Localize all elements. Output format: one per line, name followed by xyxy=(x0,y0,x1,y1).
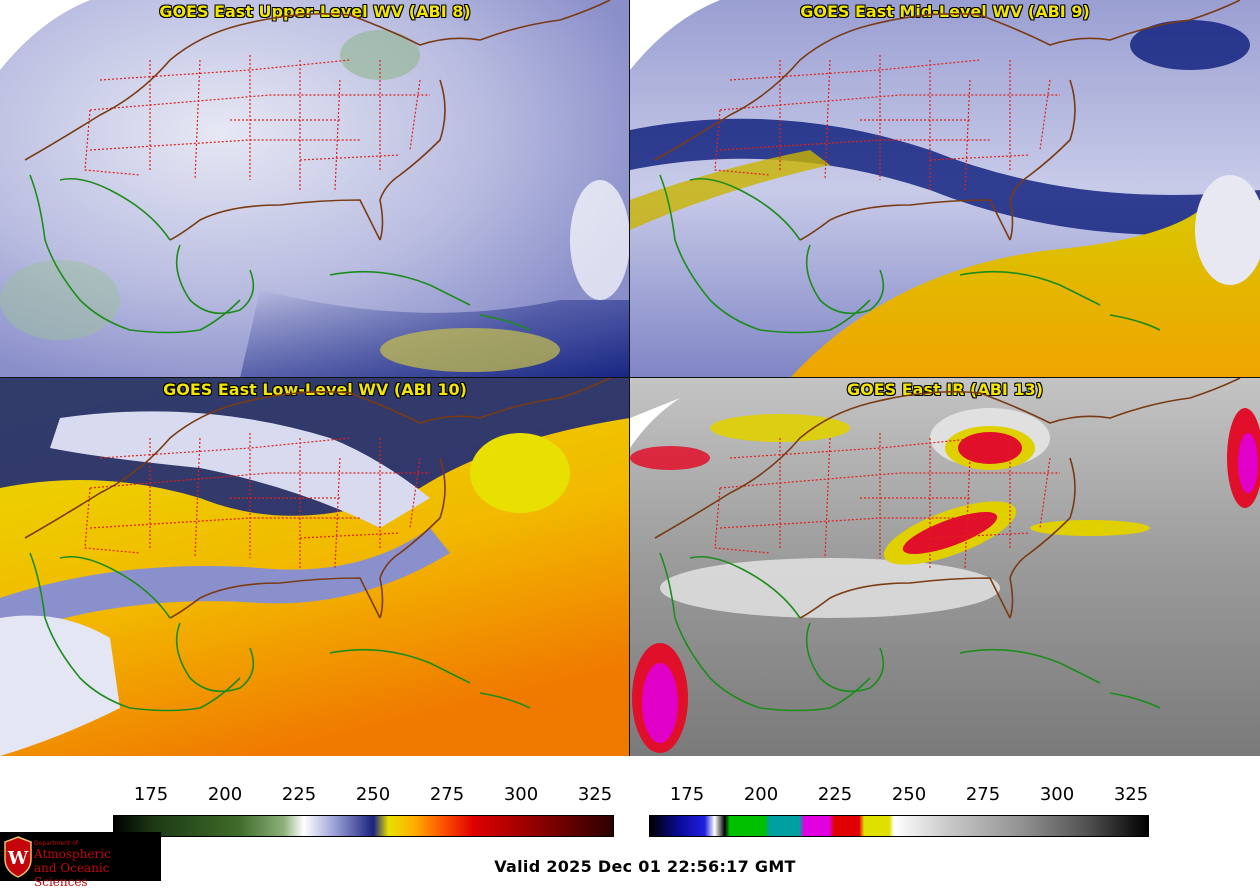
coastline-sea xyxy=(329,648,531,709)
coastline-land xyxy=(654,0,1241,161)
state-border-line xyxy=(194,437,201,559)
state-border-line xyxy=(89,517,360,529)
state-border-line xyxy=(964,79,971,191)
wv-tick-label: 325 xyxy=(577,784,613,805)
coastline-sea xyxy=(29,552,241,712)
logo-department: Department of xyxy=(34,840,78,847)
state-border-line xyxy=(409,79,421,151)
state-border-line xyxy=(409,457,421,529)
state-border-line xyxy=(824,59,831,181)
state-border-line xyxy=(719,139,990,151)
state-border-line xyxy=(1039,457,1051,529)
wv-tick-label: 200 xyxy=(207,784,243,805)
panel-borders xyxy=(24,377,611,712)
state-border-line xyxy=(99,59,351,81)
coastline-land xyxy=(799,577,1011,619)
coastline-land xyxy=(1009,79,1076,241)
ir-tick-label: 275 xyxy=(965,784,1001,805)
wv-tick-label: 300 xyxy=(503,784,539,805)
coastline-sea xyxy=(805,622,885,693)
map-borders-overlay xyxy=(24,0,1241,712)
coastline-sea xyxy=(29,174,241,334)
state-border-line xyxy=(714,487,771,554)
coastline-sea xyxy=(329,270,531,331)
ir-tick-label: 225 xyxy=(817,784,853,805)
panel-borders xyxy=(24,0,611,334)
state-border-line xyxy=(99,437,351,459)
map-low-level-wv xyxy=(0,378,630,756)
state-border-line xyxy=(1039,79,1051,151)
state-border-line xyxy=(729,437,981,459)
map-mid-level-wv xyxy=(630,0,1260,378)
coastline-sea xyxy=(659,552,871,712)
coastline-land xyxy=(169,199,381,241)
coastline-sea xyxy=(805,244,885,315)
wv-colorbar xyxy=(113,815,614,837)
map-upper-level-wv xyxy=(0,0,630,378)
wv-tick-label: 250 xyxy=(355,784,391,805)
panel-title: GOES East IR (ABI 13) xyxy=(846,380,1044,399)
state-border-line xyxy=(334,79,341,191)
coastline-land xyxy=(379,79,446,241)
state-border-line xyxy=(84,487,141,554)
panel-mid-level-wv: GOES East Mid-Level WV (ABI 9) xyxy=(630,0,1260,378)
state-border-line xyxy=(194,59,201,181)
valid-time: Valid 2025 Dec 01 22:56:17 GMT xyxy=(494,857,796,876)
panel-title: GOES East Upper-Level WV (ABI 8) xyxy=(159,2,471,21)
state-border-line xyxy=(824,437,831,559)
crest-letter: W xyxy=(7,848,29,869)
panel-ir: GOES East IR (ABI 13) xyxy=(630,378,1260,756)
state-border-line xyxy=(84,109,141,176)
state-border-line xyxy=(719,472,1060,489)
coastline-land xyxy=(379,457,446,619)
logo-line1: Atmospheric xyxy=(34,847,111,861)
state-border-line xyxy=(964,457,971,569)
coastline-sea xyxy=(959,270,1161,331)
ir-colorbar xyxy=(649,815,1149,837)
state-border-line xyxy=(929,154,1031,161)
panel-divider-horizontal xyxy=(0,377,1260,378)
ir-tick-label: 200 xyxy=(743,784,779,805)
panel-title: GOES East Low-Level WV (ABI 10) xyxy=(163,380,467,399)
coastline-land xyxy=(799,199,1011,241)
panel-divider-vertical xyxy=(629,0,630,756)
coastline-sea xyxy=(175,622,255,693)
state-border-line xyxy=(89,472,430,489)
coastline-land xyxy=(1009,457,1076,619)
state-border-line xyxy=(719,517,990,529)
state-border-line xyxy=(299,532,401,539)
coastline-sea xyxy=(959,648,1161,709)
coastline-sea xyxy=(175,244,255,315)
coastline-land xyxy=(169,577,381,619)
wv-tick-label: 275 xyxy=(429,784,465,805)
panel-borders xyxy=(654,377,1241,712)
uw-crest-icon: W xyxy=(4,836,32,878)
state-border-line xyxy=(89,94,430,111)
state-border-line xyxy=(719,94,1060,111)
coastline-sea xyxy=(659,174,871,334)
wv-colorbar-ticklabels: 175 200 225 250 275 300 325 xyxy=(0,784,630,808)
ir-tick-label: 300 xyxy=(1039,784,1075,805)
panel-low-level-wv: GOES East Low-Level WV (ABI 10) xyxy=(0,378,630,756)
panel-upper-level-wv: GOES East Upper-Level WV (ABI 8) xyxy=(0,0,630,378)
ir-tick-label: 250 xyxy=(891,784,927,805)
state-border-line xyxy=(929,532,1031,539)
ir-colorbar-ticklabels: 175 200 225 250 275 300 325 xyxy=(630,784,1260,808)
coastline-land xyxy=(24,0,611,161)
map-ir xyxy=(630,378,1260,756)
coastline-land xyxy=(654,377,1241,539)
wv-tick-label: 175 xyxy=(133,784,169,805)
panel-title: GOES East Mid-Level WV (ABI 9) xyxy=(800,2,1090,21)
state-border-line xyxy=(334,457,341,569)
wv-tick-label: 225 xyxy=(281,784,317,805)
state-border-line xyxy=(729,59,981,81)
coastline-land xyxy=(24,377,611,539)
state-border-line xyxy=(714,109,771,176)
state-border-line xyxy=(299,154,401,161)
ir-tick-label: 325 xyxy=(1113,784,1149,805)
state-border-line xyxy=(89,139,360,151)
panel-borders xyxy=(654,0,1241,334)
ir-tick-label: 175 xyxy=(669,784,705,805)
